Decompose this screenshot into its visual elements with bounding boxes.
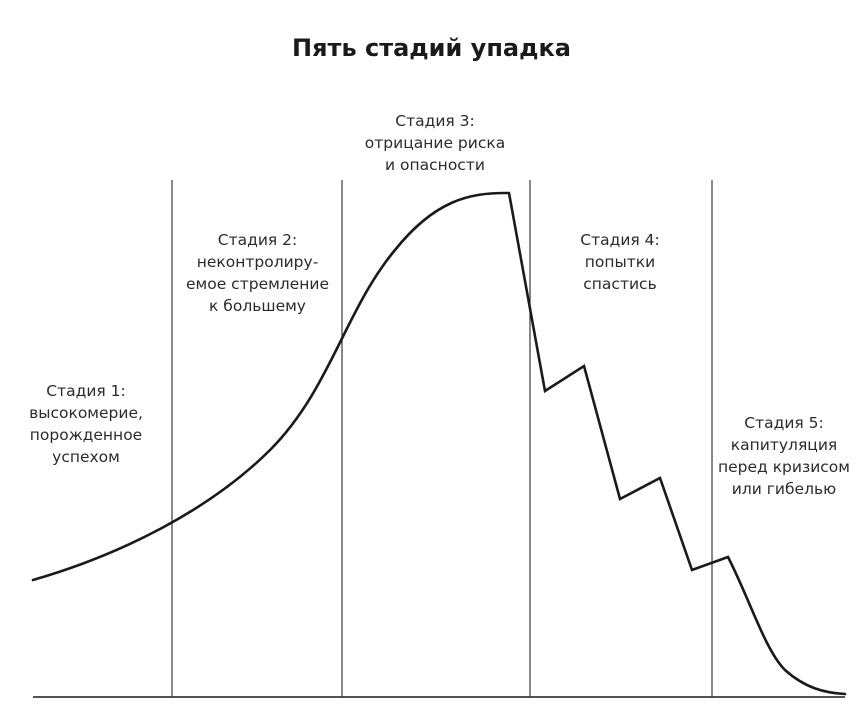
stage-1-label: Стадия 1: высокомерие, порожденное успех…: [10, 380, 162, 468]
stage-1-line-2: высокомерие,: [29, 404, 143, 422]
stage-3-label: Стадия 3: отрицание риска и опасности: [345, 110, 525, 176]
stage-2-line-4: к большему: [209, 297, 306, 315]
stage-2-line-1: Стадия 2:: [217, 231, 298, 249]
stage-4-label: Стадия 4: попытки спастись: [535, 229, 705, 295]
stage-4-line-2: попытки: [584, 253, 656, 271]
stage-5-line-1: Стадия 5:: [744, 414, 824, 432]
decline-curve: [31, 191, 847, 696]
stage-1-line-3: порожденное: [29, 426, 143, 444]
stage-3-line-1: Стадия 3:: [395, 112, 475, 130]
stage-5-label: Стадия 5: капитуляция перед кризисом или…: [708, 412, 860, 500]
stage-4-line-1: Стадия 4:: [580, 231, 660, 249]
diagram-title: Пять стадий упадка: [292, 34, 571, 62]
stage-1-line-4: успехом: [52, 448, 120, 466]
stage-3-line-3: и опасности: [385, 156, 485, 174]
stage-5-line-2: капитуляция: [730, 436, 838, 454]
stage-4-line-3: спастись: [583, 275, 657, 293]
stage-5-line-3: перед кризисом: [718, 458, 850, 476]
stage-2-label: Стадия 2: неконтролиру- емое стремление …: [175, 229, 340, 317]
stage-5-line-4: или гибелью: [731, 480, 837, 498]
stage-2-line-3: емое стремление: [186, 275, 329, 293]
stage-3-line-2: отрицание риска: [364, 134, 506, 152]
stage-2-line-2: неконтролиру-: [196, 253, 319, 271]
stage-1-line-1: Стадия 1:: [46, 382, 126, 400]
